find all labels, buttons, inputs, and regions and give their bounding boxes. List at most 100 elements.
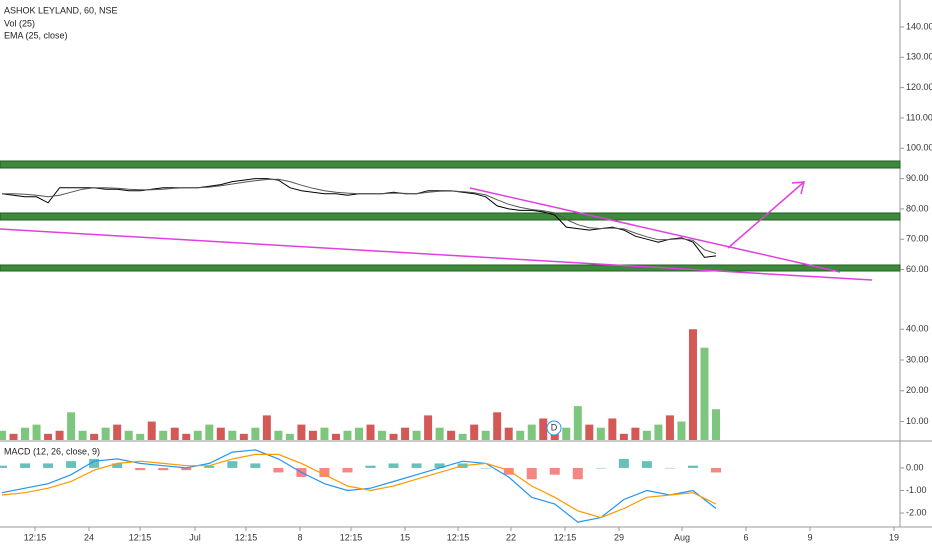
- volume-bar: [516, 430, 525, 440]
- volume-label: Vol (25): [4, 18, 35, 28]
- volume-bar: [677, 421, 686, 440]
- volume-bar: [688, 329, 697, 440]
- histogram-bar: [549, 467, 560, 475]
- volume-bar: [435, 427, 444, 440]
- zone: [0, 160, 901, 169]
- histogram-bar: [135, 467, 146, 471]
- volume-bar: [504, 427, 513, 440]
- volume-bar: [124, 430, 133, 440]
- macd-line: [1, 453, 717, 519]
- volume-bar: [665, 415, 674, 440]
- volume-bar: [101, 427, 110, 440]
- y-tick-label: -1.00: [906, 485, 927, 495]
- ema-label: EMA (25, close): [4, 30, 68, 40]
- y-tick-label: 30.00: [906, 354, 929, 364]
- macd-line: [1, 449, 717, 523]
- volume-bar: [631, 427, 640, 440]
- histogram-bar: [158, 467, 169, 471]
- histogram-bar: [181, 467, 192, 471]
- volume-bar: [67, 412, 76, 440]
- drawings: [0, 181, 873, 281]
- volume-bar: [539, 418, 548, 440]
- x-tick-label: 12:15: [447, 532, 470, 542]
- volume-bar: [251, 427, 260, 440]
- volume-bar: [297, 424, 306, 440]
- y-tick-label: 110.00: [906, 112, 932, 122]
- volume-bar: [136, 433, 145, 440]
- volume-bar: [470, 424, 479, 440]
- x-tick-label: 8: [297, 532, 302, 542]
- volume-bar: [274, 430, 283, 440]
- histogram-bar: [204, 465, 215, 468]
- volume-bar: [389, 433, 398, 440]
- x-tick-label: 24: [84, 532, 94, 542]
- y-tick-label: 20.00: [906, 385, 929, 395]
- histogram-bar: [411, 463, 422, 468]
- histogram-bar: [641, 461, 652, 468]
- histogram-bar: [711, 467, 721, 473]
- histogram-bar: [687, 465, 698, 468]
- histogram-bar: [319, 467, 330, 477]
- volume-bar: [9, 433, 18, 440]
- x-tick-label: 12:15: [24, 532, 47, 542]
- y-tick-label: 140.00: [906, 21, 932, 31]
- y-tick-label: -2.00: [906, 507, 927, 517]
- y-tick-label: 90.00: [906, 173, 929, 183]
- volume-bar: [21, 427, 30, 440]
- x-tick-label: 19: [889, 532, 899, 542]
- chart-title: ASHOK LEYLAND, 60, NSE: [4, 5, 118, 15]
- y-tick-label: 60.00: [906, 264, 929, 274]
- volume-bar: [401, 427, 410, 440]
- volume-bar: [596, 427, 605, 440]
- volume-bar: [527, 424, 536, 440]
- histogram-bar: [572, 467, 583, 480]
- volume-bar: [55, 430, 64, 440]
- volume-bar: [447, 430, 456, 440]
- histogram-bar: [595, 467, 606, 469]
- volume-bar: [412, 430, 421, 440]
- event-marker: [546, 420, 562, 436]
- arrow: [727, 181, 805, 249]
- volume-bar: [481, 430, 490, 440]
- histogram-bar: [480, 467, 491, 469]
- trendline: [0, 228, 873, 281]
- y-tick-label: 100.00: [906, 143, 932, 153]
- histogram-bar: [20, 463, 31, 468]
- histogram-bar: [664, 467, 675, 469]
- volume-bar: [712, 409, 720, 440]
- y-tick-label: 70.00: [906, 234, 929, 244]
- volume-bar: [78, 430, 87, 440]
- volume-bar: [32, 424, 41, 440]
- volume-bar: [331, 433, 340, 440]
- macd-label: MACD (12, 26, close, 9): [4, 446, 100, 456]
- arrow-head: [791, 181, 805, 195]
- histogram-bar: [503, 467, 514, 475]
- volume-bar: [205, 424, 214, 440]
- x-tick-label: Jul: [189, 532, 201, 542]
- volume-bar: [0, 430, 6, 440]
- price-line: [2, 178, 717, 254]
- y-tick-label: 130.00: [906, 52, 932, 62]
- volume-bar: [228, 430, 237, 440]
- event-marker-label: D: [551, 422, 558, 432]
- x-tick-label: 15: [400, 532, 410, 542]
- y-tick-label: 120.00: [906, 82, 932, 92]
- volume-bar: [424, 415, 433, 440]
- x-tick-label: 12:15: [554, 532, 577, 542]
- histogram-bar: [365, 465, 376, 468]
- volume-bar: [320, 427, 329, 440]
- x-tick-label: 22: [506, 532, 516, 542]
- y-tick-label: 80.00: [906, 203, 929, 213]
- histogram-bar: [250, 463, 261, 468]
- x-tick-label: 29: [614, 532, 624, 542]
- volume-bar: [585, 424, 594, 440]
- x-tick-label: Aug: [674, 532, 690, 542]
- histogram-bar: [434, 463, 445, 468]
- histogram-bar: [388, 463, 399, 468]
- volume-bar: [355, 427, 363, 440]
- volume-bar: [562, 427, 571, 440]
- support-zones: [0, 160, 901, 272]
- volume-bar: [182, 433, 191, 440]
- volume-bar: [308, 430, 317, 440]
- histogram-bar: [43, 463, 54, 468]
